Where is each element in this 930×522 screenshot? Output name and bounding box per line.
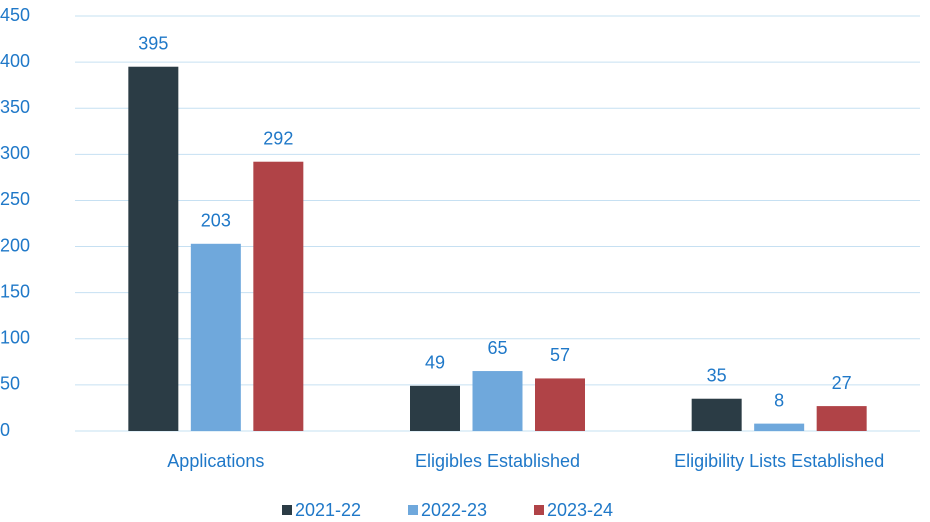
legend-swatch [534,505,544,515]
x-tick-label: Eligibles Established [415,451,580,471]
y-tick-label: 50 [0,374,20,394]
data-label: 65 [487,338,507,358]
data-label: 49 [425,353,445,373]
data-label: 27 [832,373,852,393]
data-label: 35 [707,365,727,385]
data-label: 395 [138,33,168,53]
bar [410,385,460,431]
legend-swatch [282,505,292,515]
legend-label: 2022-23 [421,500,487,520]
data-label: 57 [550,345,570,365]
bar [754,423,805,431]
bar [472,371,523,431]
bar [816,406,867,431]
bar [128,66,179,431]
x-tick-label: Applications [167,451,264,471]
data-label: 292 [263,128,293,148]
legend-swatch [408,505,418,515]
y-tick-label: 350 [0,97,30,117]
y-tick-label: 100 [0,328,30,348]
legend-label: 2023-24 [547,500,613,520]
bar [253,161,304,431]
y-tick-label: 450 [0,5,30,25]
y-tick-label: 400 [0,51,30,71]
legend-label: 2021-22 [295,500,361,520]
bar [190,243,241,431]
y-tick-label: 200 [0,235,30,255]
y-tick-label: 250 [0,189,30,209]
x-tick-label: Eligibility Lists Established [674,451,884,471]
bar [691,398,742,431]
y-tick-label: 150 [0,281,30,301]
bar [535,378,585,431]
y-tick-label: 300 [0,143,30,163]
data-label: 203 [201,211,231,231]
y-tick-label: 0 [0,420,10,440]
data-label: 8 [774,390,784,410]
